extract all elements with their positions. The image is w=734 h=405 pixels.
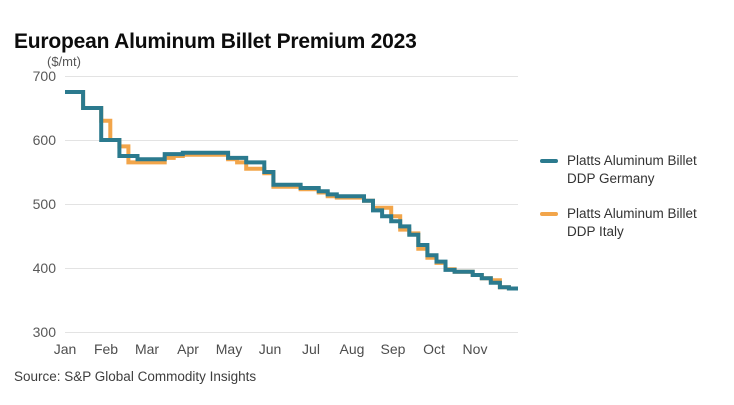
x-tick-label: Aug	[339, 341, 365, 357]
x-tick-label: Sep	[380, 341, 406, 357]
y-tick-label: 400	[32, 260, 56, 276]
x-tick-label: Nov	[462, 341, 488, 357]
x-tick-label: Apr	[177, 341, 199, 357]
x-tick-label: Jan	[53, 341, 77, 357]
legend-entry-germany: Platts Aluminum Billet DDP Germany	[540, 152, 716, 188]
line-chart-plot-area	[65, 76, 518, 333]
chart-title: European Aluminum Billet Premium 2023	[14, 30, 417, 54]
germany-series-swatch	[540, 159, 558, 163]
legend-entry-italy: Platts Aluminum Billet DDP Italy	[540, 205, 716, 241]
source-attribution: Source: S&P Global Commodity Insights	[14, 369, 257, 384]
x-tick-label: Oct	[423, 341, 445, 357]
y-tick-label: 700	[32, 68, 56, 84]
x-tick-label: Feb	[93, 341, 119, 357]
italy-series-swatch	[540, 211, 558, 216]
x-tick-label: Jul	[302, 341, 320, 357]
x-tick-label: Mar	[134, 341, 160, 357]
y-axis-unit-label: ($/mt)	[47, 54, 81, 69]
x-tick-label: May	[215, 341, 243, 357]
legend-label-italy: Platts Aluminum Billet DDP Italy	[567, 205, 697, 239]
y-tick-label: 500	[32, 196, 56, 212]
y-tick-label: 600	[32, 132, 56, 148]
x-tick-label: Jun	[258, 341, 282, 357]
legend-label-germany: Platts Aluminum Billet DDP Germany	[567, 153, 697, 186]
legend: Platts Aluminum Billet DDP Germany Platt…	[540, 152, 716, 241]
y-tick-label: 300	[32, 324, 56, 340]
